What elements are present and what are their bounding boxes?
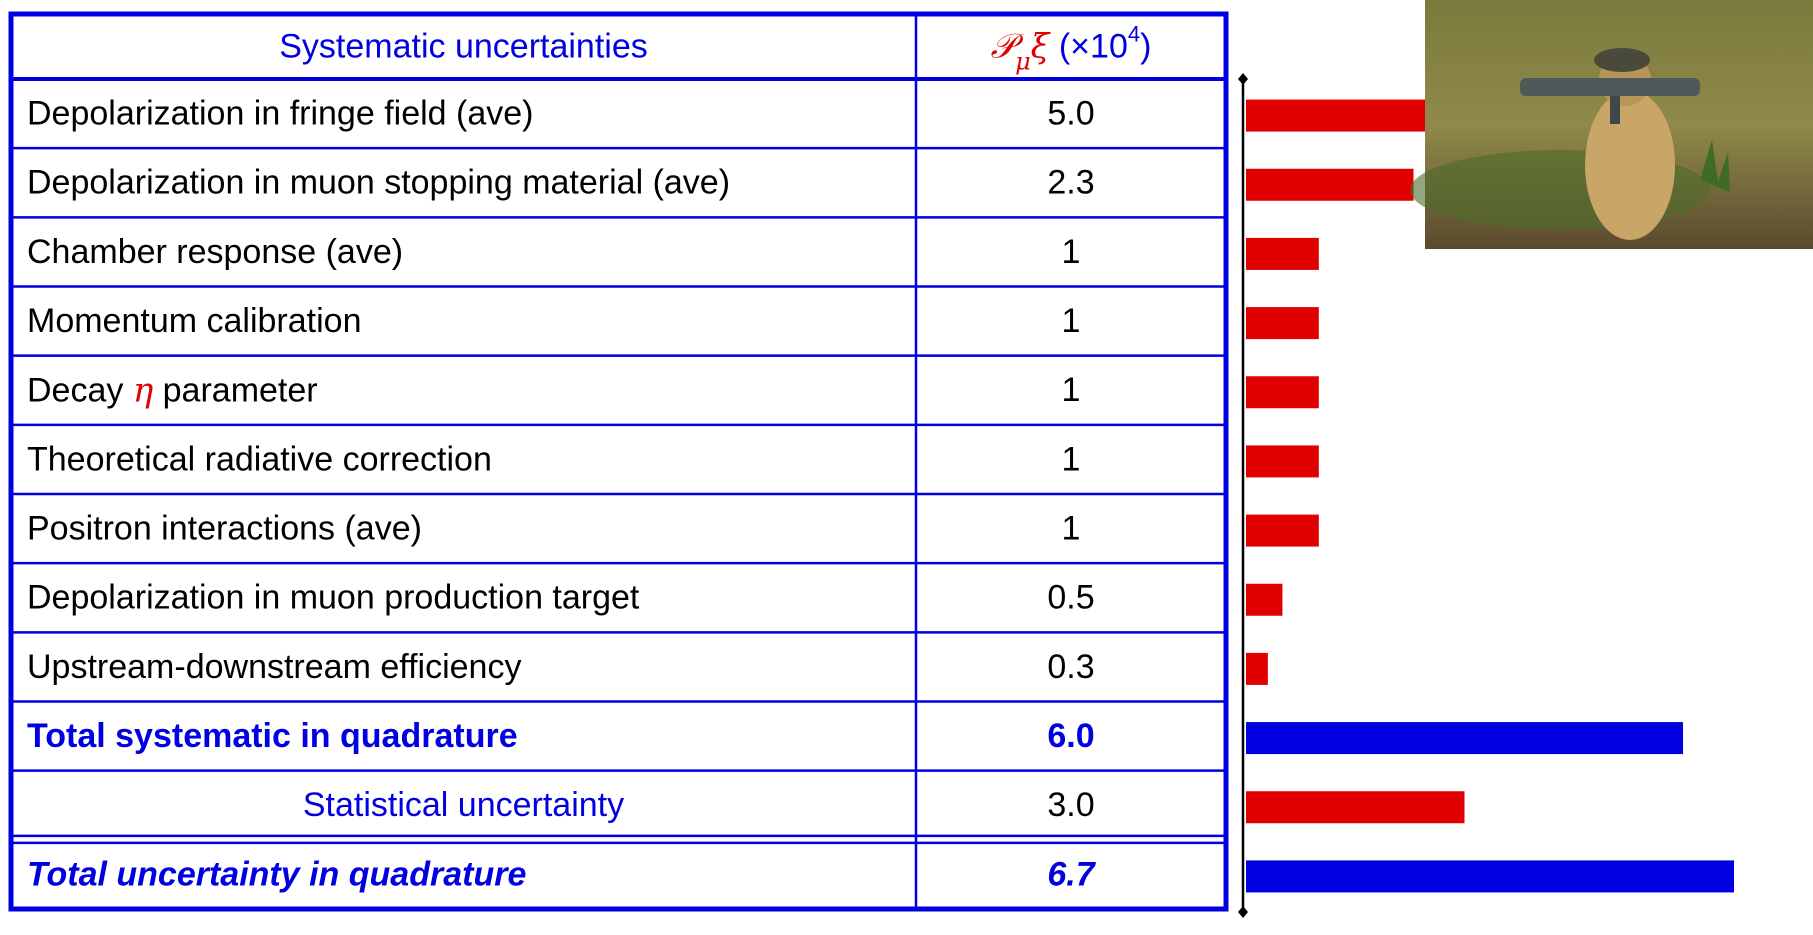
header-value: 𝒫μξ (×104) (991, 22, 1152, 75)
row-label-part: Decay (27, 371, 133, 409)
row-label: Depolarization in muon stopping material… (27, 164, 730, 202)
row-value: 2.3 (1047, 164, 1094, 202)
row-label: Total systematic in quadrature (27, 717, 518, 755)
bar (1246, 445, 1319, 478)
header-value-part: 4 (1128, 22, 1140, 47)
row-label-part: η (133, 370, 154, 410)
bar (1246, 307, 1319, 340)
table-border (8, 11, 1229, 912)
row-label: Upstream-downstream efficiency (27, 648, 521, 686)
axis-end (1238, 906, 1248, 918)
row-value: 1 (1062, 302, 1081, 340)
row-value: 6.7 (1047, 855, 1096, 893)
bar (1246, 722, 1684, 755)
row-value: 1 (1062, 233, 1081, 271)
bar (1246, 583, 1283, 616)
row-label: Depolarization in fringe field (ave) (27, 95, 533, 133)
header-label: Systematic uncertainties (279, 27, 648, 65)
photo (1410, 0, 1813, 249)
bar (1246, 652, 1268, 685)
row-value: 3.0 (1047, 786, 1094, 824)
bar (1246, 791, 1465, 824)
row-value: 1 (1062, 371, 1081, 409)
header-value-part: ξ (1031, 27, 1052, 67)
bar (1246, 237, 1319, 270)
row-label: Momentum calibration (27, 302, 361, 340)
row-label-part: parameter (153, 371, 317, 409)
row-value: 0.5 (1047, 579, 1094, 617)
row-label: Chamber response (ave) (27, 233, 403, 271)
row-label: Positron interactions (ave) (27, 510, 422, 548)
bar (1246, 860, 1734, 893)
row-label: Decay η parameter (27, 370, 318, 410)
header-value-part: μ (1015, 47, 1031, 75)
row-label: Depolarization in muon production target (27, 579, 640, 617)
row-label: Total uncertainty in quadrature (27, 855, 526, 893)
table: Systematic uncertainties 𝒫μξ (×104) Depola… (8, 11, 1229, 912)
row-label: Statistical uncertainty (303, 786, 624, 824)
row-value: 0.3 (1047, 648, 1094, 686)
axis-end (1238, 73, 1248, 85)
bar (1246, 168, 1414, 201)
header-value-part: ) (1140, 27, 1151, 65)
header-value-part: (×10 (1049, 27, 1127, 65)
bar (1246, 376, 1319, 409)
row-value: 5.0 (1047, 95, 1094, 133)
bar (1246, 514, 1319, 547)
row-value: 1 (1062, 510, 1081, 548)
row-value: 1 (1062, 440, 1081, 478)
row-label: Theoretical radiative correction (27, 440, 492, 478)
row-value: 6.0 (1047, 717, 1094, 755)
